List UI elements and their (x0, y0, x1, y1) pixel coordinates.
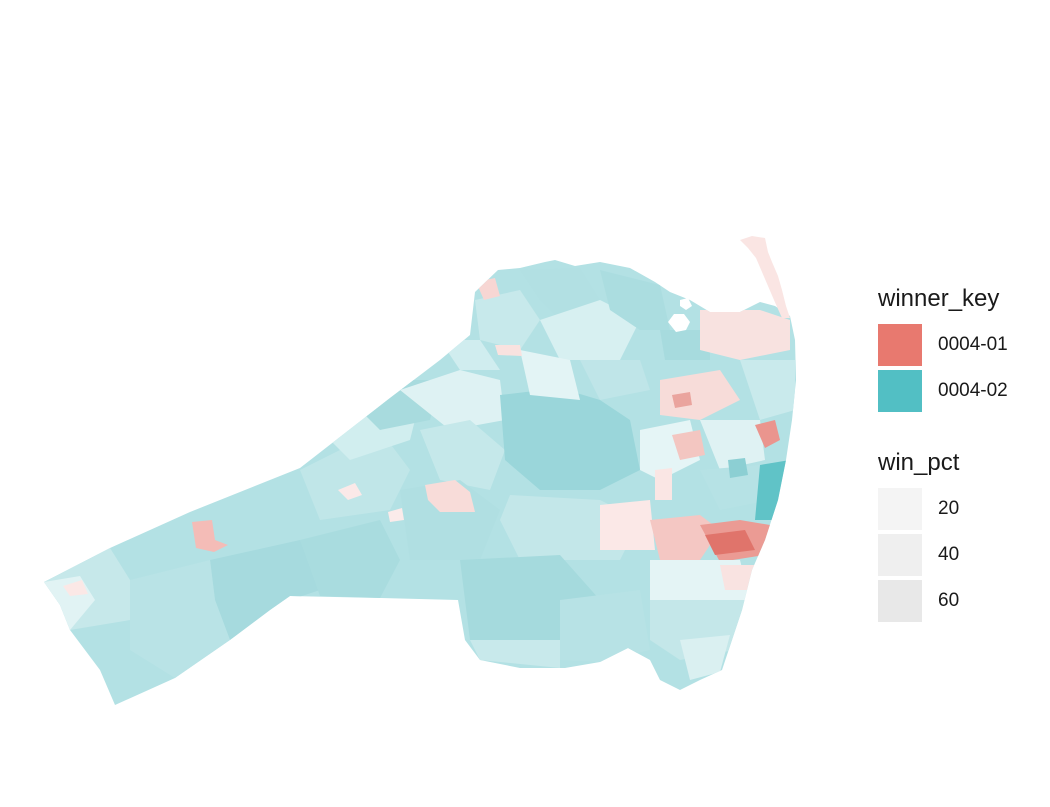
precinct-region (705, 530, 755, 555)
peninsula (740, 236, 790, 318)
legend-title-win-pct: win_pct (878, 449, 960, 476)
legend-swatch (878, 534, 922, 576)
precinct-region (210, 540, 320, 640)
precinct-region (740, 360, 795, 420)
legend-swatch (878, 370, 922, 412)
precinct-region (600, 270, 670, 330)
map-svg (44, 236, 796, 705)
precinct-region (520, 350, 580, 400)
precinct-region (660, 330, 710, 360)
precinct-region (680, 635, 730, 680)
legend-item-40: 40 (878, 532, 1048, 578)
precinct-region (700, 420, 765, 470)
precinct-region (420, 420, 505, 490)
legend-label: 0004-02 (938, 380, 1008, 401)
precinct-region (728, 458, 748, 478)
legend-swatch (878, 580, 922, 622)
inlet (668, 298, 692, 332)
legend-label: 60 (938, 590, 960, 611)
precinct-region (600, 500, 655, 550)
legend-label: 40 (938, 544, 960, 565)
precinct-region (300, 520, 400, 598)
legend-swatch (878, 488, 922, 530)
precinct-region (672, 430, 705, 460)
legend-label: 0004-01 (938, 334, 1008, 355)
precinct-region (470, 640, 560, 668)
precinct-region (720, 565, 755, 590)
precinct-group (44, 268, 795, 680)
precinct-region (425, 480, 475, 512)
precinct-region (655, 468, 672, 500)
precinct-region (338, 483, 362, 500)
precinct-region (388, 508, 404, 522)
legend: winner_key 0004-01 0004-02 win_pct 20 40… (878, 284, 1048, 624)
legend-swatch (878, 324, 922, 366)
legend-item-60: 60 (878, 578, 1048, 624)
legend-item-0004-01: 0004-01 (878, 322, 1048, 368)
legend-item-20: 20 (878, 486, 1048, 532)
precinct-region (475, 290, 540, 350)
precinct-region (500, 388, 640, 490)
precinct-region (400, 370, 505, 430)
precinct-region (660, 370, 740, 420)
precinct-region (580, 360, 650, 400)
precinct-region (700, 465, 770, 510)
precinct-region (495, 345, 522, 356)
precinct-region (560, 590, 650, 662)
precinct-region (130, 560, 230, 678)
precinct-region (540, 300, 640, 360)
precinct-region (755, 420, 780, 448)
precinct-region (63, 580, 88, 596)
choropleth-map (44, 236, 796, 705)
precinct-region (440, 340, 500, 370)
precinct-region (192, 520, 228, 552)
precinct-region (755, 460, 790, 520)
precinct-region (700, 310, 790, 360)
legend-label: 20 (938, 498, 960, 519)
precinct-region (400, 480, 500, 560)
legend-title-winner-key: winner_key (878, 285, 1000, 312)
legend-item-0004-02: 0004-02 (878, 368, 1048, 414)
precinct-region (300, 430, 410, 520)
precinct-region (672, 392, 692, 408)
